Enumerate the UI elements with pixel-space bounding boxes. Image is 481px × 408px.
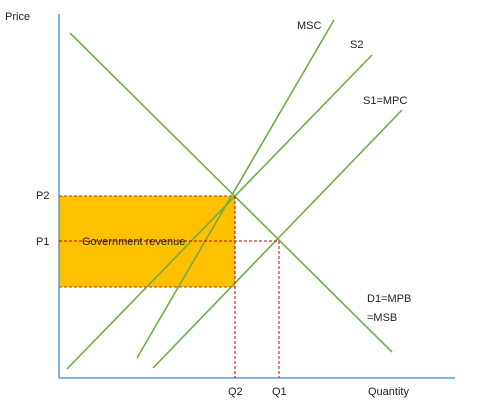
s1-label: S1=MPC xyxy=(363,95,407,107)
s2-label: S2 xyxy=(350,39,363,51)
y-axis-label: Price xyxy=(5,11,30,23)
demand-label-line2: =MSB xyxy=(367,312,397,324)
msc-label: MSC xyxy=(297,20,322,32)
government-revenue-label: Government revenue xyxy=(82,236,185,248)
q2-label: Q2 xyxy=(228,386,243,398)
q1-label: Q1 xyxy=(272,386,287,398)
s2-curve xyxy=(66,54,373,370)
demand-label-line1: D1=MPB xyxy=(367,293,411,305)
msc-curve xyxy=(136,19,335,359)
p1-label: P1 xyxy=(36,236,49,248)
s1-curve xyxy=(152,109,403,369)
p2-label: P2 xyxy=(36,190,49,202)
x-axis-label: Quantity xyxy=(368,386,409,398)
demand-curve xyxy=(69,32,393,353)
